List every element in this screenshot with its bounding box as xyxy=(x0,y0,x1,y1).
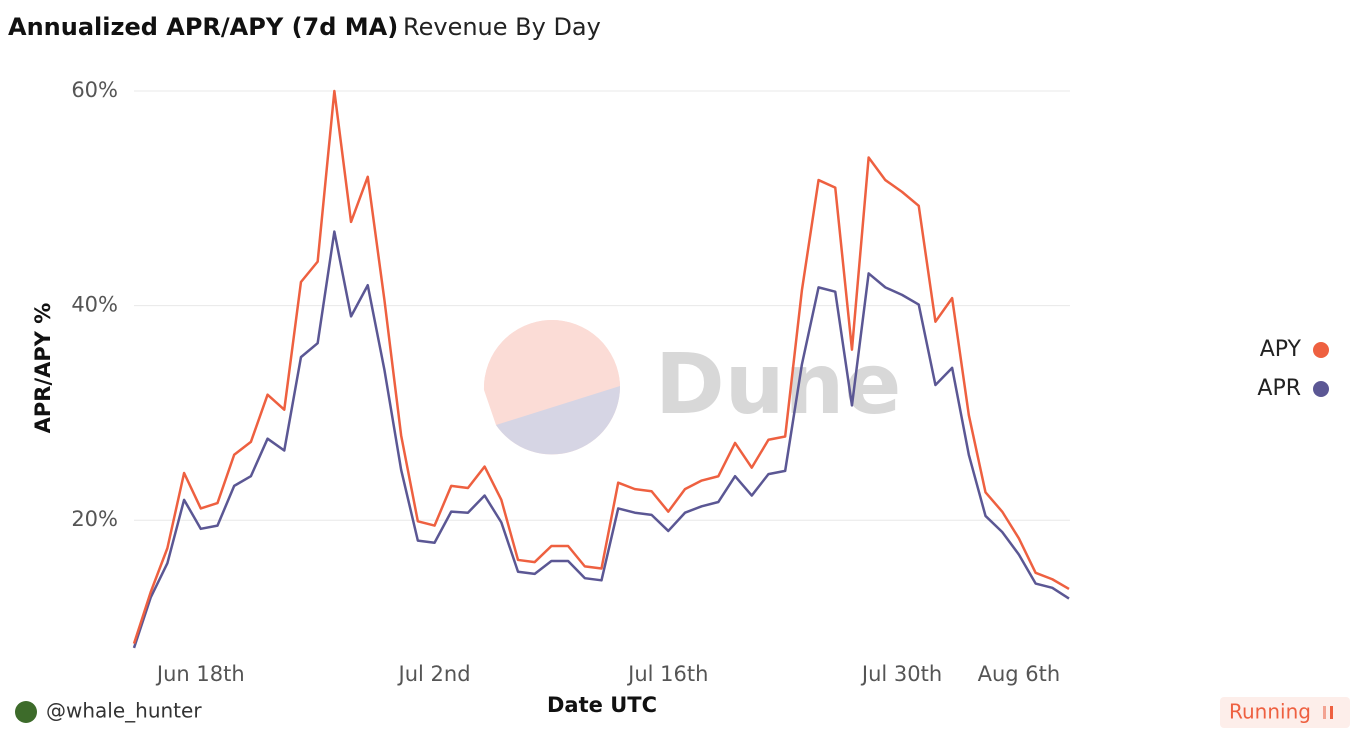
x-tick-label: Jul 30th xyxy=(860,662,942,686)
x-tick-label: Jun 18th xyxy=(155,662,245,686)
y-tick-label: 20% xyxy=(71,507,118,531)
legend-item[interactable]: APY xyxy=(1260,337,1329,362)
legend-label: APY xyxy=(1260,337,1302,362)
x-tick-label: Jul 2nd xyxy=(397,662,471,686)
status-icon xyxy=(1330,706,1333,719)
line-apy xyxy=(132,89,1070,645)
username[interactable]: @whale_hunter xyxy=(46,699,202,723)
x-tick-label: Jul 16th xyxy=(626,662,708,686)
x-tick-label: Aug 6th xyxy=(978,662,1061,686)
legend-swatch xyxy=(1313,342,1329,358)
y-tick-label: 60% xyxy=(71,78,118,102)
legend-label: APR xyxy=(1257,376,1301,401)
y-tick-label: 40% xyxy=(71,293,118,317)
logo-bottom xyxy=(496,386,621,455)
line-apr xyxy=(132,230,1070,649)
watermark-text: Dune xyxy=(655,335,901,433)
legend-swatch xyxy=(1313,381,1329,397)
legend-item[interactable]: APR xyxy=(1257,376,1329,401)
status-badge xyxy=(1220,697,1350,728)
status-text: Running xyxy=(1229,700,1311,724)
x-axis-label: Date UTC xyxy=(547,693,657,717)
tab[interactable]: Revenue By Day xyxy=(403,13,601,41)
y-axis-label: APR/APY % xyxy=(31,303,55,434)
avatar[interactable] xyxy=(15,701,37,723)
status-icon xyxy=(1323,706,1326,719)
tab-active[interactable]: Annualized APR/APY (7d MA) xyxy=(8,13,398,41)
watermark: Dune xyxy=(483,320,901,455)
